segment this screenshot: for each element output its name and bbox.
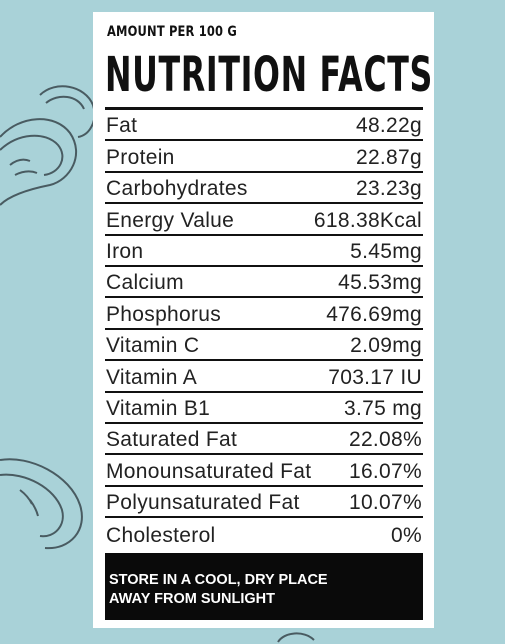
nutrient-table: Fat 48.22g Protein 22.87g Carbohydrates … <box>105 110 423 549</box>
nutrient-value: 22.87g <box>355 145 422 169</box>
nutrient-name: Phosphorus <box>106 302 222 326</box>
nutrient-value: 48.22g <box>355 114 422 138</box>
table-row: Polyunsaturated Fat 10.07% <box>105 487 423 519</box>
nutrient-value: 23.23g <box>355 177 422 201</box>
nutrient-name: Vitamin C <box>106 334 200 358</box>
table-row: Monounsaturated Fat 16.07% <box>105 455 423 487</box>
nutrient-value: 476.69mg <box>326 302 422 326</box>
nutrient-value: 10.07% <box>348 491 422 515</box>
table-row: Fat 48.22g <box>105 110 423 142</box>
nutrient-value: 3.75 mg <box>344 396 422 420</box>
nutrient-name: Vitamin A <box>106 365 198 389</box>
table-row: Vitamin C 2.09mg <box>105 330 423 362</box>
title-divider <box>105 107 423 110</box>
nutrient-name: Cholesterol <box>106 524 216 548</box>
nutrient-name: Calcium <box>106 271 184 295</box>
cashew-illustration-top <box>0 85 96 206</box>
storage-notice-line2: AWAY FROM SUNLIGHT <box>109 591 275 607</box>
cashew-illustration-small <box>277 632 315 643</box>
nutrient-value: 618.38Kcal <box>313 208 422 232</box>
nutrient-value: 5.45mg <box>350 239 422 263</box>
nutrient-value: 16.07% <box>348 459 422 483</box>
table-row: Vitamin A 703.17 IU <box>105 361 423 393</box>
table-row: Saturated Fat 22.08% <box>105 424 423 456</box>
nutrient-value: 2.09mg <box>350 334 422 358</box>
table-row: Carbohydrates 23.23g <box>105 173 423 205</box>
nutrient-value: 45.53mg <box>338 271 422 295</box>
storage-notice: STORE IN A COOL, DRY PLACE AWAY FROM SUN… <box>105 553 423 620</box>
storage-notice-line1: STORE IN A COOL, DRY PLACE <box>109 572 328 588</box>
table-row: Phosphorus 476.69mg <box>105 298 423 330</box>
table-row: Protein 22.87g <box>105 141 423 173</box>
nutrient-name: Protein <box>106 145 175 169</box>
nutrient-name: Fat <box>106 114 138 138</box>
amount-per-label: AMOUNT PER 100 G <box>107 24 237 40</box>
page-title: NUTRITION FACTS <box>105 47 433 103</box>
nutrient-name: Carbohydrates <box>106 177 248 201</box>
table-row: Energy Value 618.38Kcal <box>105 204 423 236</box>
table-row: Iron 5.45mg <box>105 236 423 267</box>
table-row: Vitamin B1 3.75 mg <box>105 393 423 424</box>
nutrient-name: Monounsaturated Fat <box>106 459 312 483</box>
nutrient-value: 0% <box>391 524 422 548</box>
nutrient-value: 22.08% <box>348 428 422 452</box>
table-row: Cholesterol 0% <box>105 518 423 549</box>
cashew-illustration-bottom <box>0 458 83 550</box>
table-row: Calcium 45.53mg <box>105 267 423 299</box>
nutrient-name: Vitamin B1 <box>106 396 211 420</box>
nutrient-name: Polyunsaturated Fat <box>106 491 300 515</box>
nutrient-value: 703.17 IU <box>328 365 422 389</box>
nutrition-label-card: AMOUNT PER 100 G NUTRITION FACTS Fat 48.… <box>93 12 434 628</box>
nutrient-name: Energy Value <box>106 208 235 232</box>
nutrient-name: Saturated Fat <box>106 428 238 452</box>
nutrient-name: Iron <box>106 239 144 263</box>
